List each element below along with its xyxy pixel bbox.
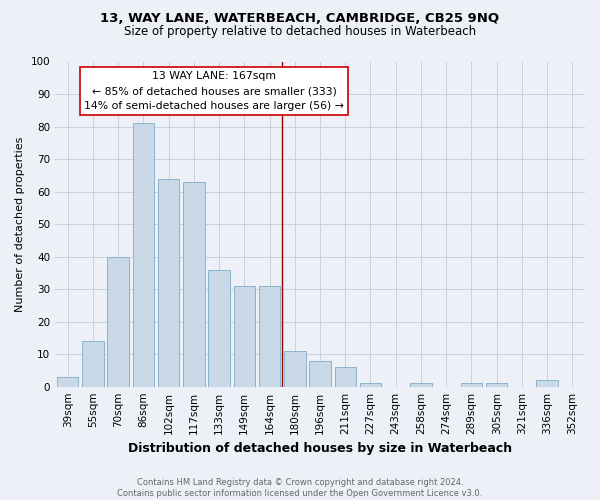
Bar [133, 124, 154, 386]
Bar [259, 286, 280, 386]
Bar [284, 351, 305, 386]
Text: 13, WAY LANE, WATERBEACH, CAMBRIDGE, CB25 9NQ: 13, WAY LANE, WATERBEACH, CAMBRIDGE, CB2… [100, 12, 500, 26]
Bar [486, 384, 508, 386]
Bar [360, 384, 381, 386]
Bar [335, 367, 356, 386]
Text: 13 WAY LANE: 167sqm
← 85% of detached houses are smaller (333)
14% of semi-detac: 13 WAY LANE: 167sqm ← 85% of detached ho… [84, 72, 344, 111]
Bar [57, 377, 79, 386]
Bar [461, 384, 482, 386]
Text: Contains HM Land Registry data © Crown copyright and database right 2024.
Contai: Contains HM Land Registry data © Crown c… [118, 478, 482, 498]
Bar [183, 182, 205, 386]
Bar [233, 286, 255, 386]
Bar [208, 270, 230, 386]
Bar [82, 341, 104, 386]
X-axis label: Distribution of detached houses by size in Waterbeach: Distribution of detached houses by size … [128, 442, 512, 455]
Bar [158, 178, 179, 386]
Bar [410, 384, 431, 386]
Bar [309, 360, 331, 386]
Y-axis label: Number of detached properties: Number of detached properties [15, 136, 25, 312]
Bar [536, 380, 558, 386]
Text: Size of property relative to detached houses in Waterbeach: Size of property relative to detached ho… [124, 25, 476, 38]
Bar [107, 256, 129, 386]
